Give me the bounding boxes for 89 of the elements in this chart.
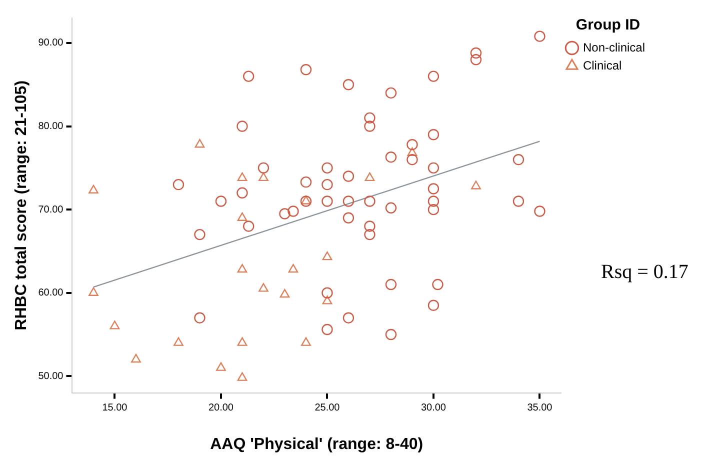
x-tick-label: 20.00: [208, 402, 234, 414]
point: [534, 206, 546, 217]
point: [258, 283, 268, 292]
point: [237, 172, 248, 182]
point: [243, 70, 254, 82]
point: [428, 204, 440, 216]
legend-label: Clinical: [582, 58, 622, 72]
point: [322, 287, 333, 298]
legend-label: Non-clinical: [582, 40, 646, 54]
point: [364, 220, 376, 232]
point: [172, 178, 184, 190]
point: [236, 120, 248, 132]
point: [237, 264, 248, 273]
point: [364, 112, 376, 124]
point: [301, 196, 311, 204]
point: [406, 139, 418, 150]
point: [194, 228, 206, 240]
point: [512, 196, 524, 207]
point: [88, 287, 98, 296]
point: [364, 172, 375, 182]
point: [194, 139, 205, 148]
point: [471, 180, 481, 190]
y-tick-label: 80.00: [38, 121, 64, 132]
point: [300, 196, 312, 207]
point: [385, 202, 397, 214]
point: [322, 162, 333, 174]
point: [385, 278, 397, 290]
point: [322, 251, 332, 260]
point: [194, 312, 206, 324]
point: [432, 278, 444, 290]
point: [342, 196, 354, 207]
point: [428, 300, 440, 311]
point: [300, 64, 312, 76]
point: [342, 212, 354, 224]
point: [258, 162, 270, 174]
point: [110, 320, 120, 330]
point: [470, 47, 482, 59]
point: [300, 176, 312, 188]
y-tick-label: 90.00: [38, 38, 64, 49]
point: [406, 154, 418, 166]
point: [385, 328, 397, 340]
point: [288, 206, 299, 217]
text: Rsq = 0.17: [600, 261, 688, 284]
y-tick-label: 50.00: [38, 370, 64, 382]
y-axis-title: RHBC total score (range: 21-105): [13, 80, 30, 330]
point: [364, 196, 376, 207]
point: [342, 170, 354, 182]
point: [288, 264, 298, 273]
point: [342, 312, 354, 324]
point: [534, 30, 546, 42]
point: [512, 154, 524, 166]
point: [428, 129, 440, 140]
point: [216, 362, 226, 371]
x-tick-label: 35.00: [527, 402, 553, 414]
point: [243, 220, 254, 232]
point: [364, 120, 376, 132]
point: [258, 172, 268, 182]
point: [215, 196, 227, 207]
point: [174, 337, 184, 346]
point: [470, 54, 482, 66]
point: [407, 147, 418, 156]
legend-title: Group ID: [576, 16, 640, 34]
point: [280, 288, 290, 298]
point: [322, 196, 333, 207]
point: [237, 212, 248, 221]
point: [236, 187, 248, 199]
point: [428, 196, 440, 207]
point: [385, 87, 397, 99]
x-tick-label: 25.00: [314, 402, 340, 414]
point: [131, 354, 141, 363]
point: [322, 296, 332, 304]
point: [428, 162, 440, 174]
x-tick-label: 15.00: [102, 402, 128, 414]
point: [237, 337, 248, 346]
point: [428, 70, 440, 82]
point: [237, 372, 248, 381]
x-axis-title: AAQ 'Physical' (range: 8-40): [210, 436, 424, 453]
point: [322, 324, 333, 336]
point: [364, 228, 376, 240]
point: [385, 151, 397, 163]
point: [301, 337, 311, 346]
y-tick-label: 60.00: [38, 288, 64, 299]
point: [428, 183, 440, 194]
x-tick-label: 30.00: [420, 402, 446, 414]
y-tick-label: 70.00: [38, 204, 64, 216]
point: [279, 208, 290, 220]
point: [88, 184, 98, 194]
point: [322, 178, 333, 190]
point: [342, 79, 354, 90]
